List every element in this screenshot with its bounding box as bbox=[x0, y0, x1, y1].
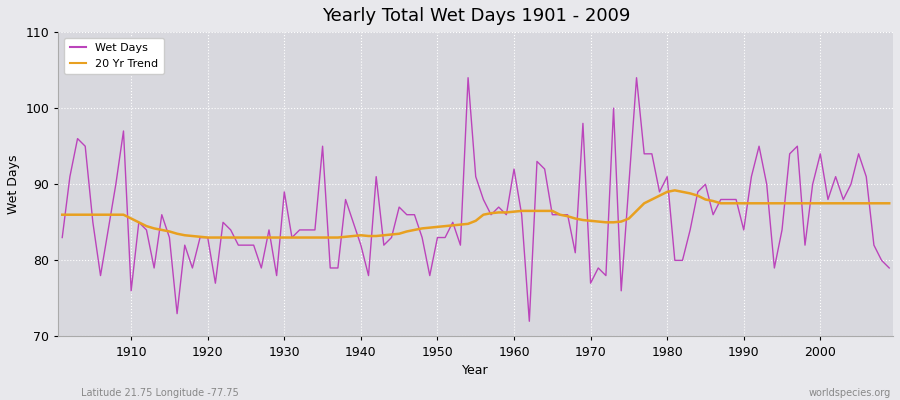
X-axis label: Year: Year bbox=[463, 364, 489, 377]
Text: Latitude 21.75 Longitude -77.75: Latitude 21.75 Longitude -77.75 bbox=[81, 388, 239, 398]
Text: worldspecies.org: worldspecies.org bbox=[809, 388, 891, 398]
Y-axis label: Wet Days: Wet Days bbox=[7, 154, 20, 214]
Legend: Wet Days, 20 Yr Trend: Wet Days, 20 Yr Trend bbox=[64, 38, 164, 74]
Title: Yearly Total Wet Days 1901 - 2009: Yearly Total Wet Days 1901 - 2009 bbox=[321, 7, 630, 25]
